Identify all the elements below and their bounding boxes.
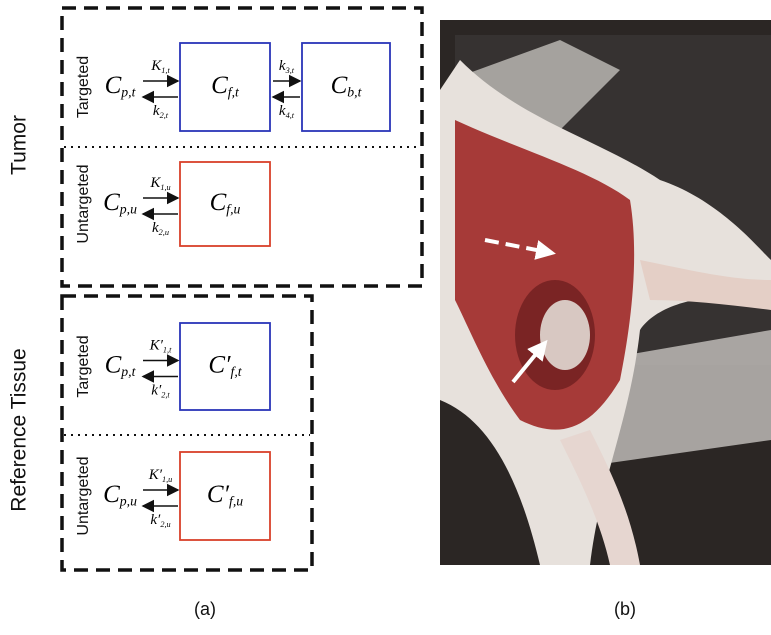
compartment-label: C′f,t — [208, 351, 242, 379]
caption: (b) — [614, 599, 636, 619]
compartment-label-main: C′ — [207, 481, 230, 508]
input-concentration: Cp,u — [103, 481, 137, 509]
backward-rate-sub: 2,u — [160, 520, 170, 529]
forward-rate-sub: 1,u — [162, 475, 172, 484]
forward-rate: K1,t — [150, 58, 170, 74]
compartment-label-sub: f,u — [226, 201, 240, 216]
backward-rate: k4,t — [279, 103, 295, 119]
input-concentration-main: C — [103, 189, 120, 216]
forward-rate: K′1,t — [149, 338, 172, 354]
backward-rate: k2,u — [152, 220, 169, 236]
input-concentration-main: C — [103, 481, 120, 508]
compartment-label-sub: b,t — [347, 84, 362, 99]
backward-rate: k′2,u — [150, 512, 170, 528]
input-concentration-sub: p,u — [119, 493, 137, 508]
compartment-label-sub: f,t — [231, 364, 243, 379]
compartment-label-main: C′ — [208, 351, 231, 378]
forward-rate: K′1,u — [148, 467, 173, 483]
input-concentration-main: C — [105, 351, 122, 378]
forward-rate-sub: 1,t — [161, 66, 170, 75]
backward-rate-sub: 2,u — [159, 228, 169, 237]
backward-rate-sub: 4,t — [286, 111, 295, 120]
backward-rate-sub: 2,t — [161, 390, 170, 399]
forward-rate-main: K′ — [149, 338, 164, 354]
backward-rate-sub: 2,t — [160, 111, 169, 120]
photo — [440, 20, 771, 565]
compartment-label-sub: f,u — [229, 493, 243, 508]
forward-rate-sub: 3,t — [285, 66, 295, 75]
group-label: Tumor — [8, 115, 31, 175]
forward-rate-sub: 1,u — [160, 183, 170, 192]
compartment-label-main: C — [331, 72, 348, 99]
input-concentration: Cp,t — [105, 351, 137, 379]
compartment-label-main: C — [210, 189, 227, 216]
backward-rate: k′2,t — [151, 383, 170, 399]
input-concentration: Cp,t — [105, 72, 137, 100]
input-concentration-main: C — [105, 72, 122, 99]
input-concentration-sub: p,t — [120, 84, 136, 99]
panel-label: Untargeted — [75, 164, 92, 243]
forward-rate: K1,u — [149, 175, 170, 191]
panel-label: Untargeted — [75, 456, 92, 535]
compartment-label: Cf,u — [210, 189, 241, 217]
figure: TumorTargetedCp,tCf,tCb,tK1,tk2,tk3,tk4,… — [0, 0, 771, 635]
forward-rate: k3,t — [279, 58, 295, 74]
reference-frame — [62, 296, 312, 570]
compartment-label: Cf,t — [211, 72, 240, 100]
group-label: Reference Tissue — [8, 348, 31, 511]
tumor-frame — [62, 8, 422, 286]
compartment-label-main: C — [211, 72, 228, 99]
input-concentration-sub: p,t — [120, 364, 136, 379]
backward-rate: k2,t — [153, 103, 169, 119]
input-concentration: Cp,u — [103, 189, 137, 217]
compartment-label: Cb,t — [331, 72, 363, 100]
panel-label: Targeted — [75, 56, 92, 118]
panel-label: Targeted — [75, 335, 92, 397]
compartment-label-sub: f,t — [228, 84, 240, 99]
forward-rate-sub: 1,t — [163, 345, 172, 354]
compartment-label: C′f,u — [207, 481, 243, 509]
input-concentration-sub: p,u — [119, 201, 137, 216]
caption: (a) — [194, 599, 216, 619]
forward-rate-main: K′ — [148, 467, 163, 483]
